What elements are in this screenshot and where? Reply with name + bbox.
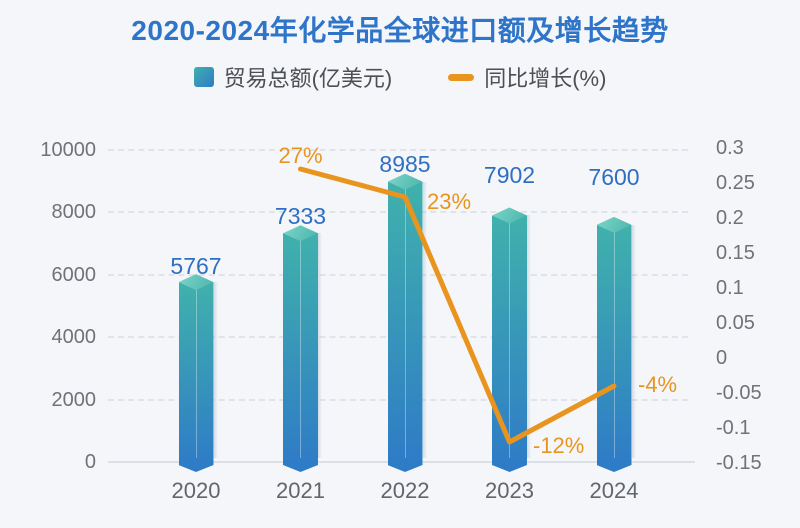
right-axis-tick-label: -0.05 bbox=[716, 382, 762, 404]
bar-top-face bbox=[596, 216, 632, 233]
bar-shadow bbox=[422, 181, 427, 458]
bar-2022[interactable] bbox=[387, 173, 427, 472]
bar-2021[interactable] bbox=[283, 225, 322, 472]
bar-body bbox=[492, 215, 527, 472]
bar-2024[interactable] bbox=[596, 216, 636, 472]
bar-highlight bbox=[196, 286, 197, 458]
left-axis-tick-label: 6000 bbox=[51, 263, 97, 286]
bar-highlight bbox=[300, 237, 301, 458]
right-axis-tick-label: 0.05 bbox=[716, 312, 755, 334]
x-axis-label-2022: 2022 bbox=[380, 478, 430, 503]
bar-body bbox=[179, 282, 214, 472]
line-series-swatch-icon bbox=[448, 73, 475, 81]
bar-body bbox=[283, 233, 318, 472]
right-axis-tick-label: 0.3 bbox=[716, 137, 744, 159]
legend-label-trade-total: 贸易总额(亿美元) bbox=[223, 66, 393, 91]
line-value-label: 23% bbox=[427, 189, 472, 214]
bar-top-face bbox=[283, 225, 318, 242]
bar-value-label: 5767 bbox=[170, 253, 222, 280]
bar-top-face bbox=[492, 207, 527, 224]
bar-shadow bbox=[213, 282, 218, 458]
legend-label-yoy-growth: 同比增长(%) bbox=[484, 66, 607, 91]
bar-series-swatch-icon bbox=[193, 67, 214, 87]
legend-item-yoy-growth[interactable]: 同比增长(%) bbox=[448, 61, 606, 93]
bar-2023[interactable] bbox=[492, 207, 531, 472]
x-axis-label-2023: 2023 bbox=[485, 478, 534, 503]
right-axis-tick-label: 0.25 bbox=[716, 172, 755, 194]
left-axis-tick-label: 2000 bbox=[51, 388, 97, 411]
x-axis-label-2024: 2024 bbox=[589, 478, 639, 503]
bar-shadow bbox=[527, 215, 531, 458]
bar-body bbox=[597, 225, 632, 472]
bar-2020[interactable] bbox=[178, 274, 218, 472]
bar-shadow bbox=[318, 233, 322, 458]
bar-highlight bbox=[405, 186, 406, 458]
left-axis-tick-label: 8000 bbox=[51, 201, 97, 224]
bar-value-label: 7600 bbox=[588, 163, 640, 190]
right-axis-tick-label: 0.1 bbox=[716, 277, 744, 299]
bar-highlight bbox=[509, 219, 510, 458]
bar-value-label: 7902 bbox=[483, 162, 536, 189]
right-axis-tick-label: -0.1 bbox=[716, 417, 751, 439]
left-axis-tick-label: 10000 bbox=[40, 139, 96, 161]
left-axis-tick-label: 4000 bbox=[51, 326, 97, 349]
right-axis-tick-label: 0.2 bbox=[716, 207, 744, 229]
legend: 贸易总额(亿美元) 同比增长(%) bbox=[0, 61, 800, 93]
legend-item-trade-total[interactable]: 贸易总额(亿美元) bbox=[193, 61, 393, 93]
x-axis-label-2020: 2020 bbox=[171, 478, 221, 503]
right-axis-tick-label: -0.15 bbox=[716, 452, 762, 474]
line-value-label: -12% bbox=[533, 433, 585, 458]
line-value-label: -4% bbox=[638, 372, 678, 397]
right-axis-tick-label: 0.15 bbox=[716, 242, 755, 264]
bar-top-face bbox=[387, 173, 423, 190]
left-axis-tick-label: 0 bbox=[84, 451, 96, 473]
gridline bbox=[108, 149, 688, 151]
line-value-label: 27% bbox=[278, 143, 323, 168]
growth-line[interactable] bbox=[298, 166, 617, 445]
bar-highlight bbox=[614, 229, 615, 458]
bar-shadow bbox=[631, 224, 636, 458]
bar-value-label: 7333 bbox=[274, 203, 327, 230]
bar-top-face bbox=[178, 274, 214, 291]
x-axis-label-2021: 2021 bbox=[276, 478, 325, 503]
right-axis-tick-label: 0 bbox=[716, 347, 728, 369]
chart-title: 2020-2024年化学品全球进口额及增长趋势 bbox=[131, 15, 669, 46]
bar-value-label: 8985 bbox=[379, 150, 431, 177]
